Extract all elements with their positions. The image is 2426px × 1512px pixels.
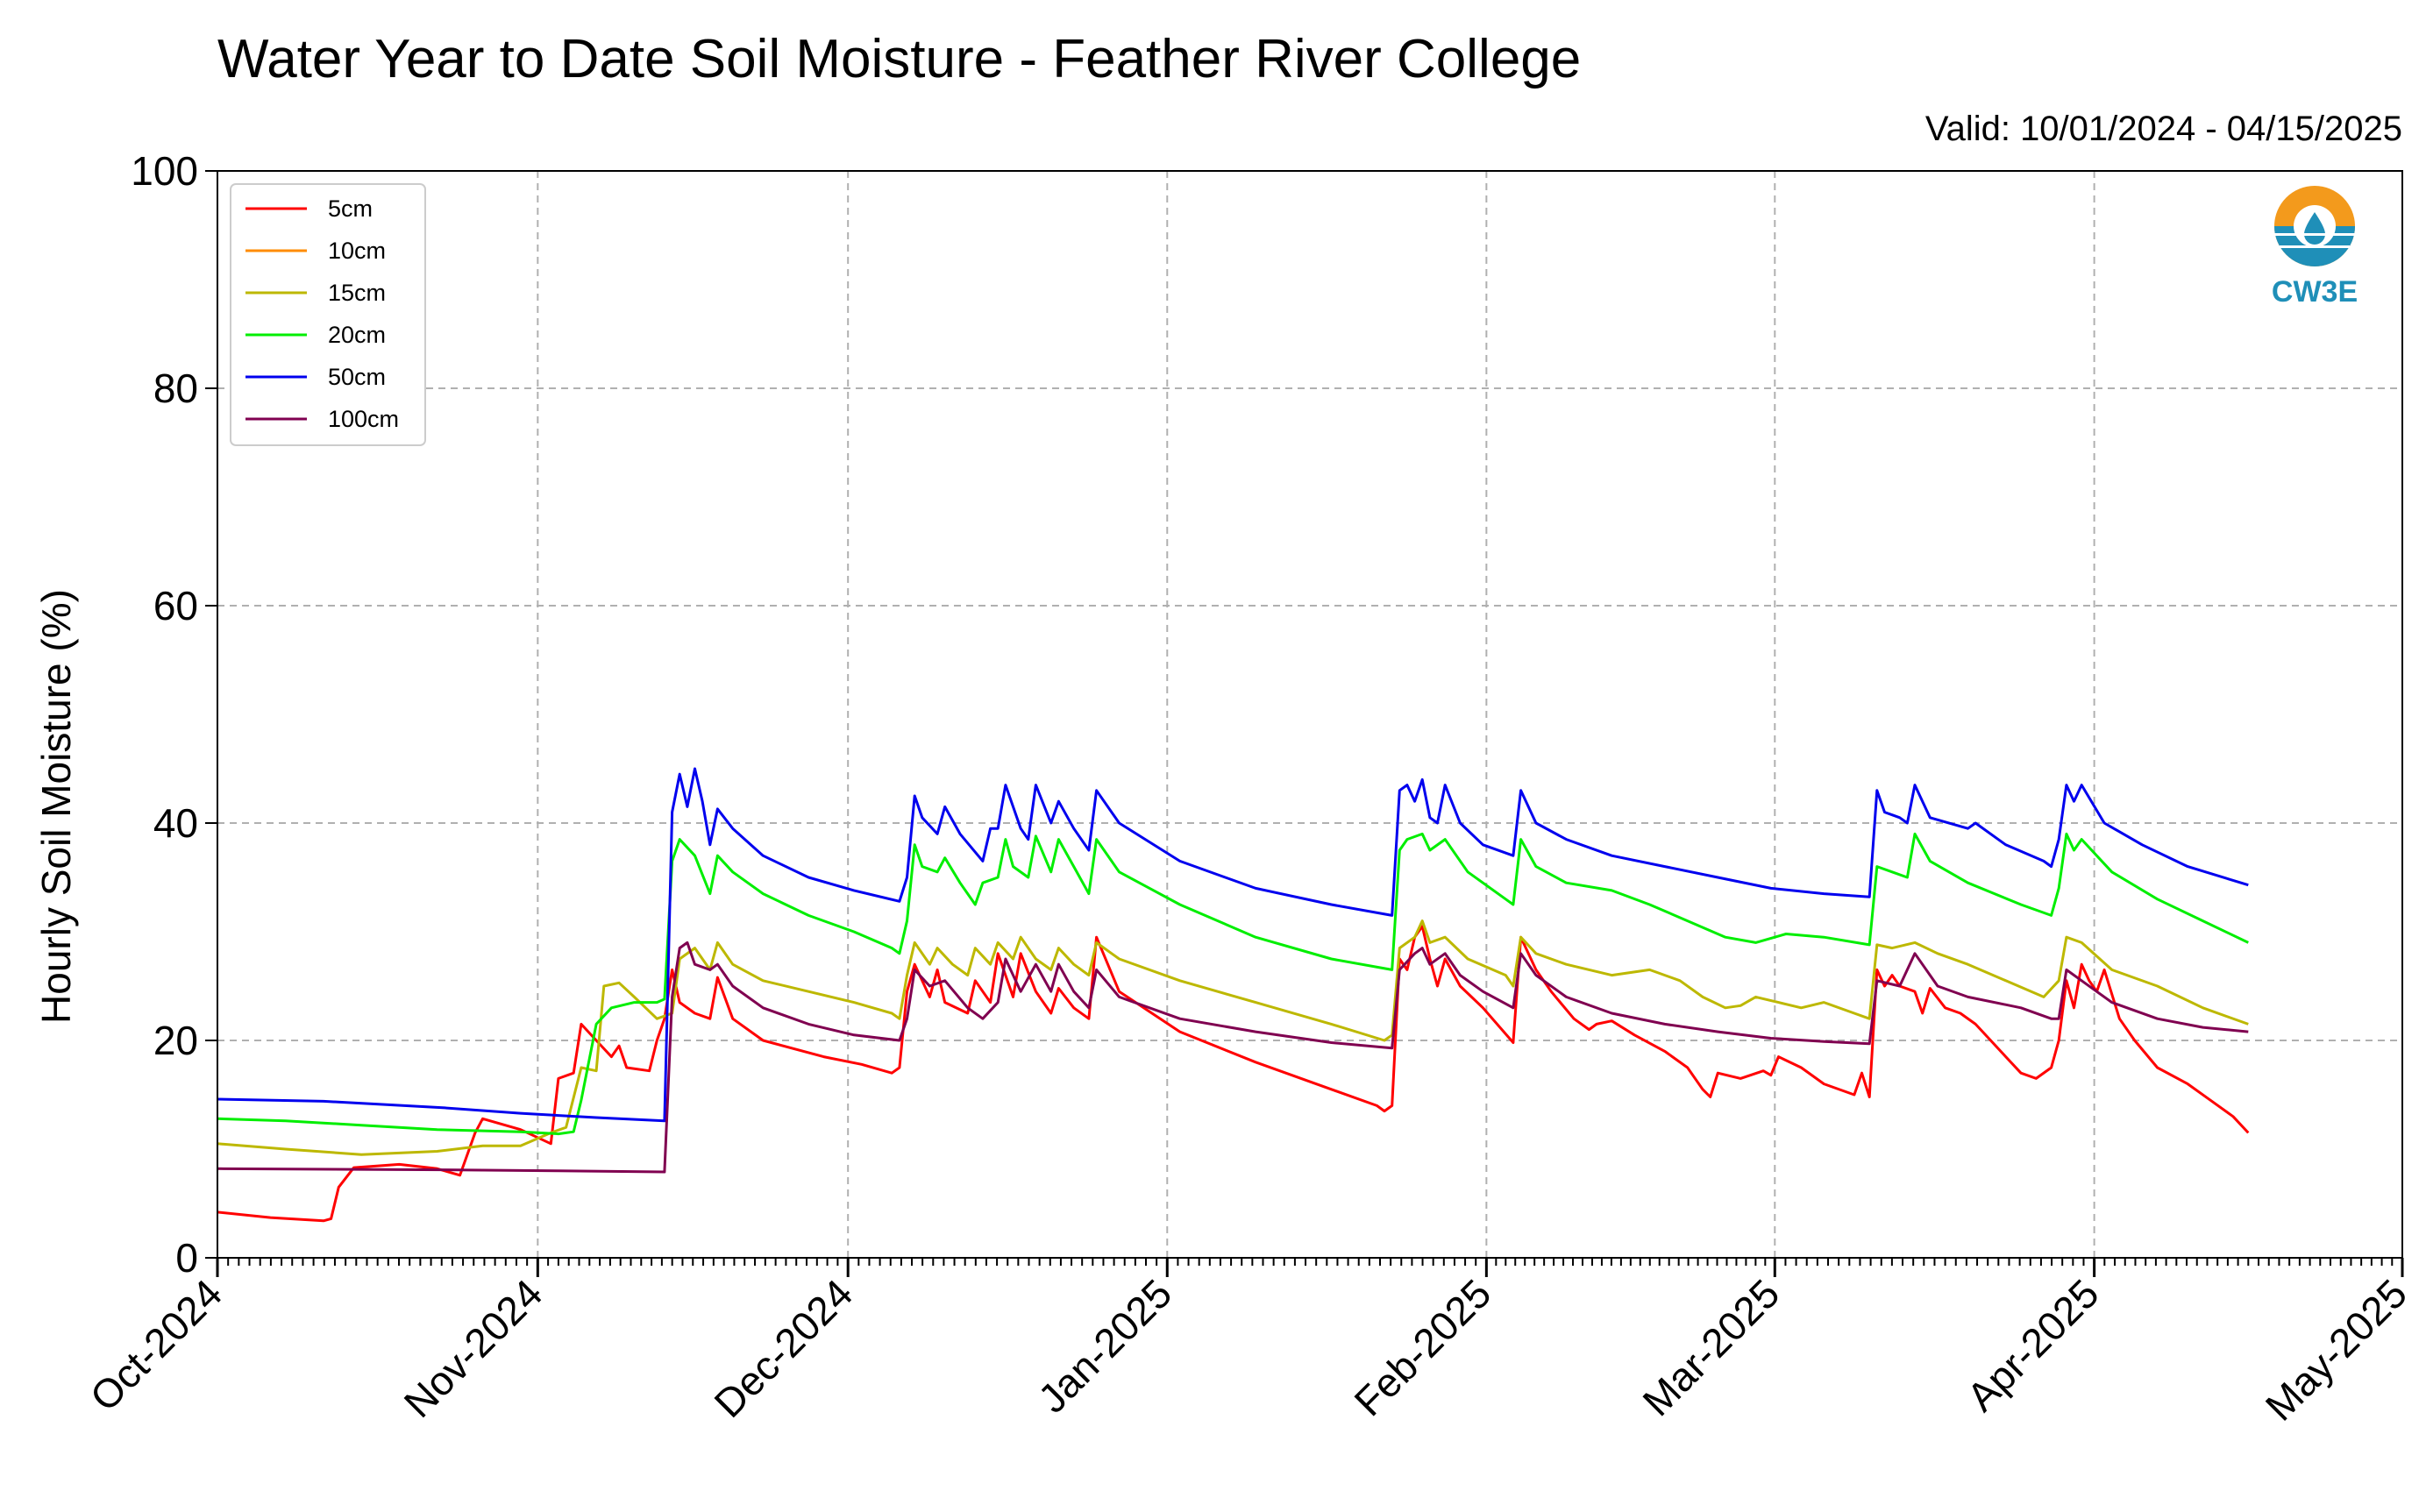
series-line-100cm (217, 941, 2249, 1174)
logo-text: CW3E (2272, 275, 2358, 309)
x-tick-label: Apr-2025 (1958, 1270, 2108, 1420)
x-tick-labels: Oct-2024 Nov-2024 Dec-2024 Jan-2025 Feb-2025… (82, 1270, 2416, 1429)
x-tick-label: Nov-2024 (395, 1270, 551, 1426)
y-tick-label: 20 (153, 1018, 198, 1063)
logo-wave-line-icon (2274, 233, 2355, 236)
legend-label-100cm: 100cm (328, 406, 399, 432)
x-tick-label: May-2025 (2257, 1270, 2415, 1429)
series-line-50cm (217, 767, 2249, 1123)
y-axis-label: Hourly Soil Moisture (%) (33, 589, 79, 1024)
axis-ticks (205, 170, 2404, 1277)
series-line-5cm (217, 925, 2250, 1223)
legend-label-15cm: 15cm (328, 280, 386, 306)
legend-label-50cm: 50cm (328, 364, 386, 390)
x-tick-label: Oct-2024 (82, 1270, 231, 1420)
series-group (217, 767, 2250, 1223)
x-tick-label: Jan-2025 (1029, 1270, 1180, 1421)
y-tick-labels: 0 20 40 60 80 100 (131, 148, 198, 1281)
legend-label-5cm: 5cm (328, 195, 373, 222)
series-line-20cm (217, 832, 2249, 1136)
plot-frame (217, 170, 2403, 1259)
chart-subtitle: Valid: 10/01/2024 - 04/15/2025 (1925, 110, 2402, 148)
y-tick-label: 0 (175, 1235, 198, 1281)
logo-wave-line-icon (2280, 245, 2350, 248)
legend-label-10cm: 10cm (328, 238, 386, 264)
y-tick-label: 40 (153, 800, 198, 846)
y-tick-label: 60 (153, 583, 198, 628)
legend-label-20cm: 20cm (328, 322, 386, 348)
logo-drop-icon (2304, 212, 2325, 245)
series-line-15cm (217, 919, 2249, 1156)
legend: 5cm 10cm 15cm 20cm 50cm 100cm (230, 183, 426, 446)
x-tick-label: Dec-2024 (705, 1270, 861, 1426)
x-tick-label: Feb-2025 (1345, 1270, 1499, 1424)
cw3e-logo: CW3E (2272, 186, 2358, 309)
x-tick-label: Mar-2025 (1633, 1270, 1788, 1424)
y-tick-label: 80 (153, 366, 198, 411)
y-tick-label: 100 (131, 148, 198, 194)
chart-title: Water Year to Date Soil Moisture - Feath… (217, 29, 1581, 89)
grid (217, 171, 2402, 1258)
